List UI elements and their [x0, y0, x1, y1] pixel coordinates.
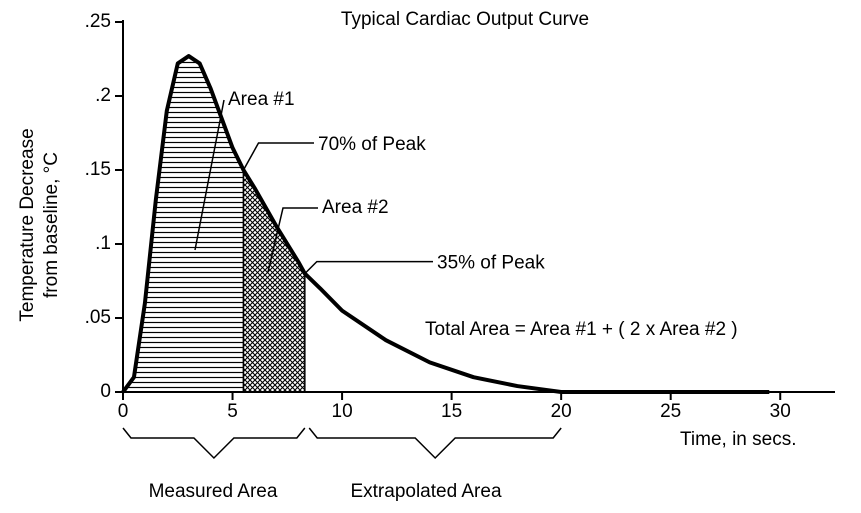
y-tick-label: 0 [100, 381, 111, 402]
callout-line [242, 142, 314, 171]
brace [122, 427, 306, 460]
y-tick-label: .05 [85, 307, 111, 328]
callout-label: 35% of Peak [437, 253, 545, 274]
x-tick-label: 25 [660, 401, 681, 422]
region-label: Area #1 [228, 89, 295, 110]
line [121, 54, 770, 394]
leader-line [194, 99, 225, 251]
x-tick-label: 0 [118, 401, 129, 422]
leader-line [267, 207, 318, 273]
x-tick-label: 30 [770, 401, 791, 422]
brace-label: Extrapolated Area [350, 481, 501, 502]
annotation: Total Area = Area #1 + ( 2 x Area #2 ) [425, 319, 738, 340]
y-tick-label: .1 [95, 233, 111, 254]
y-axis-label: from baseline, °C [41, 152, 62, 298]
y-axis-label: Temperature Decrease [17, 128, 38, 321]
x-tick-label: 10 [332, 401, 353, 422]
callout-label: 70% of Peak [318, 134, 426, 155]
y-tick-label: .25 [85, 11, 111, 32]
brace [308, 427, 562, 460]
x-axis-label: Time, in secs. [680, 429, 797, 450]
chart-title: Typical Cardiac Output Curve [341, 9, 589, 30]
x-tick-label: 5 [227, 401, 238, 422]
x-tick-label: 20 [551, 401, 572, 422]
callout-line [304, 260, 433, 275]
shaded-area [242, 167, 306, 393]
y-tick-label: .2 [95, 85, 111, 106]
region-label: Area #2 [322, 197, 389, 218]
x-tick-label: 15 [441, 401, 462, 422]
brace-label: Measured Area [149, 481, 278, 502]
y-tick-label: .15 [85, 159, 111, 180]
